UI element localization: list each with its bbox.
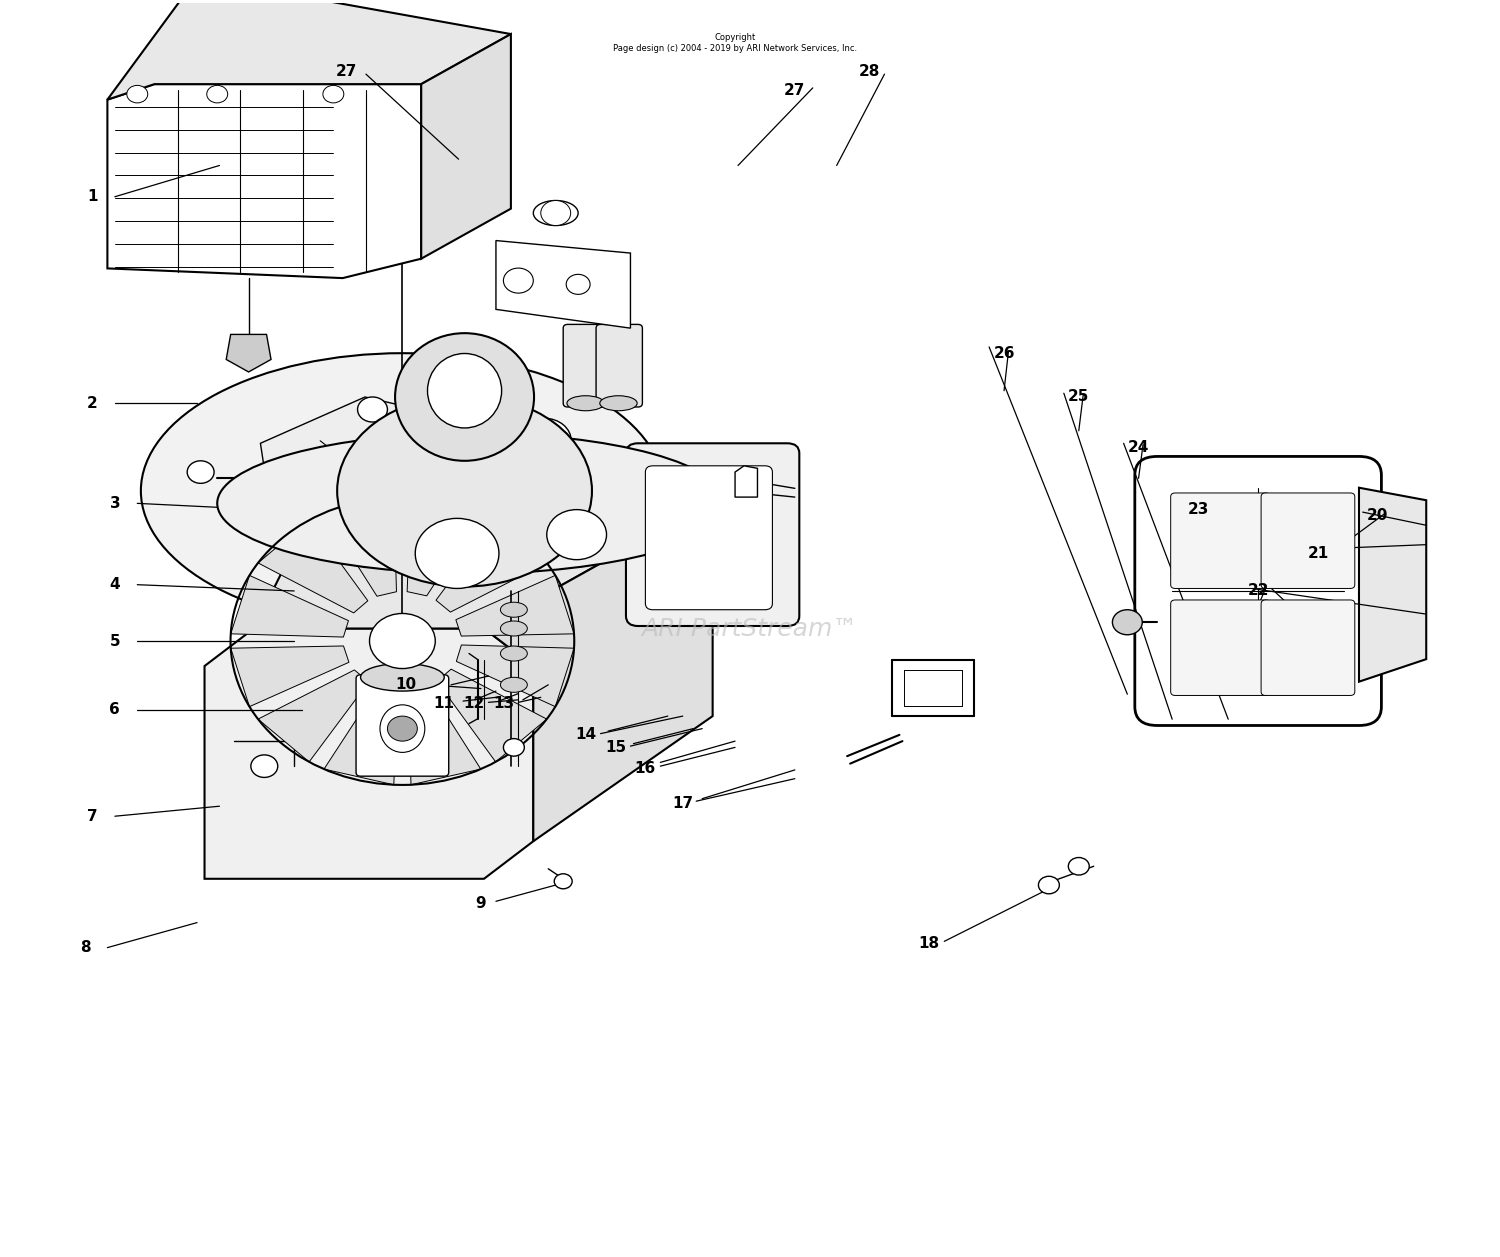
Ellipse shape: [394, 333, 534, 461]
Text: 7: 7: [87, 808, 98, 823]
Circle shape: [1038, 876, 1059, 894]
Text: 12: 12: [464, 696, 484, 711]
Text: 2: 2: [87, 396, 98, 411]
Circle shape: [1068, 857, 1089, 875]
Text: 5: 5: [110, 634, 120, 649]
Text: 13: 13: [494, 696, 514, 711]
Circle shape: [548, 509, 606, 559]
Polygon shape: [324, 498, 396, 596]
Polygon shape: [258, 670, 369, 762]
Circle shape: [504, 739, 525, 757]
Circle shape: [554, 874, 572, 889]
Text: 24: 24: [1128, 440, 1149, 455]
FancyBboxPatch shape: [596, 324, 642, 407]
Text: ARI PartStream™: ARI PartStream™: [642, 616, 858, 641]
Ellipse shape: [501, 678, 528, 693]
Ellipse shape: [501, 621, 528, 636]
Circle shape: [566, 274, 590, 294]
Ellipse shape: [600, 396, 638, 411]
Text: 3: 3: [110, 495, 120, 510]
Polygon shape: [496, 240, 630, 328]
Circle shape: [416, 518, 500, 588]
Text: 10: 10: [396, 678, 417, 693]
Ellipse shape: [501, 602, 528, 617]
Circle shape: [504, 268, 534, 293]
Circle shape: [542, 201, 570, 225]
Polygon shape: [261, 397, 514, 578]
Text: 27: 27: [784, 83, 806, 98]
FancyBboxPatch shape: [1170, 493, 1270, 588]
FancyBboxPatch shape: [1170, 600, 1270, 695]
Circle shape: [207, 85, 228, 103]
FancyBboxPatch shape: [562, 324, 609, 407]
Polygon shape: [456, 576, 574, 636]
Ellipse shape: [427, 353, 501, 427]
Text: 9: 9: [476, 896, 486, 911]
Ellipse shape: [338, 395, 592, 587]
Ellipse shape: [360, 664, 444, 691]
Circle shape: [357, 397, 387, 422]
Text: 4: 4: [110, 577, 120, 592]
Text: 18: 18: [920, 936, 940, 952]
Polygon shape: [436, 520, 546, 612]
Circle shape: [369, 613, 435, 669]
Ellipse shape: [534, 201, 578, 225]
Text: 14: 14: [574, 728, 596, 743]
FancyBboxPatch shape: [1262, 600, 1354, 695]
Ellipse shape: [501, 646, 528, 661]
Text: 23: 23: [1188, 502, 1209, 517]
Polygon shape: [735, 466, 758, 497]
Circle shape: [188, 461, 214, 484]
Polygon shape: [258, 520, 368, 613]
Polygon shape: [324, 686, 398, 784]
FancyBboxPatch shape: [356, 675, 448, 776]
FancyBboxPatch shape: [1262, 493, 1354, 588]
Circle shape: [251, 755, 278, 777]
Ellipse shape: [217, 434, 727, 573]
Polygon shape: [406, 498, 482, 596]
Circle shape: [387, 716, 417, 742]
Text: 15: 15: [604, 740, 625, 755]
Polygon shape: [108, 84, 422, 278]
Polygon shape: [254, 479, 663, 628]
Polygon shape: [231, 576, 348, 637]
Text: 25: 25: [1068, 390, 1089, 405]
Polygon shape: [484, 528, 712, 841]
Circle shape: [1113, 610, 1143, 635]
Circle shape: [518, 419, 572, 464]
FancyBboxPatch shape: [626, 444, 800, 626]
Text: 27: 27: [336, 64, 357, 79]
Text: 17: 17: [672, 796, 693, 811]
Polygon shape: [422, 34, 512, 259]
Ellipse shape: [567, 396, 604, 411]
Text: 6: 6: [110, 703, 120, 718]
Ellipse shape: [141, 353, 664, 628]
Polygon shape: [1359, 488, 1426, 681]
Ellipse shape: [380, 705, 424, 753]
Text: 20: 20: [1366, 508, 1389, 523]
Text: 22: 22: [1248, 583, 1269, 598]
Ellipse shape: [501, 491, 573, 552]
Text: 8: 8: [80, 940, 90, 955]
Circle shape: [322, 85, 344, 103]
Text: 11: 11: [433, 696, 454, 711]
Text: 28: 28: [859, 64, 880, 79]
Polygon shape: [436, 669, 546, 762]
Polygon shape: [456, 645, 574, 706]
FancyBboxPatch shape: [1136, 456, 1382, 725]
Polygon shape: [108, 0, 512, 99]
FancyBboxPatch shape: [645, 466, 772, 610]
Polygon shape: [204, 628, 534, 879]
Polygon shape: [226, 334, 272, 372]
Text: 1: 1: [87, 190, 98, 204]
Polygon shape: [408, 686, 482, 784]
Circle shape: [128, 85, 147, 103]
Text: 26: 26: [993, 346, 1016, 361]
Polygon shape: [231, 646, 350, 706]
Text: 21: 21: [1308, 546, 1329, 561]
Text: Copyright
Page design (c) 2004 - 2019 by ARI Network Services, Inc.: Copyright Page design (c) 2004 - 2019 by…: [614, 33, 856, 53]
Text: 16: 16: [634, 762, 656, 776]
